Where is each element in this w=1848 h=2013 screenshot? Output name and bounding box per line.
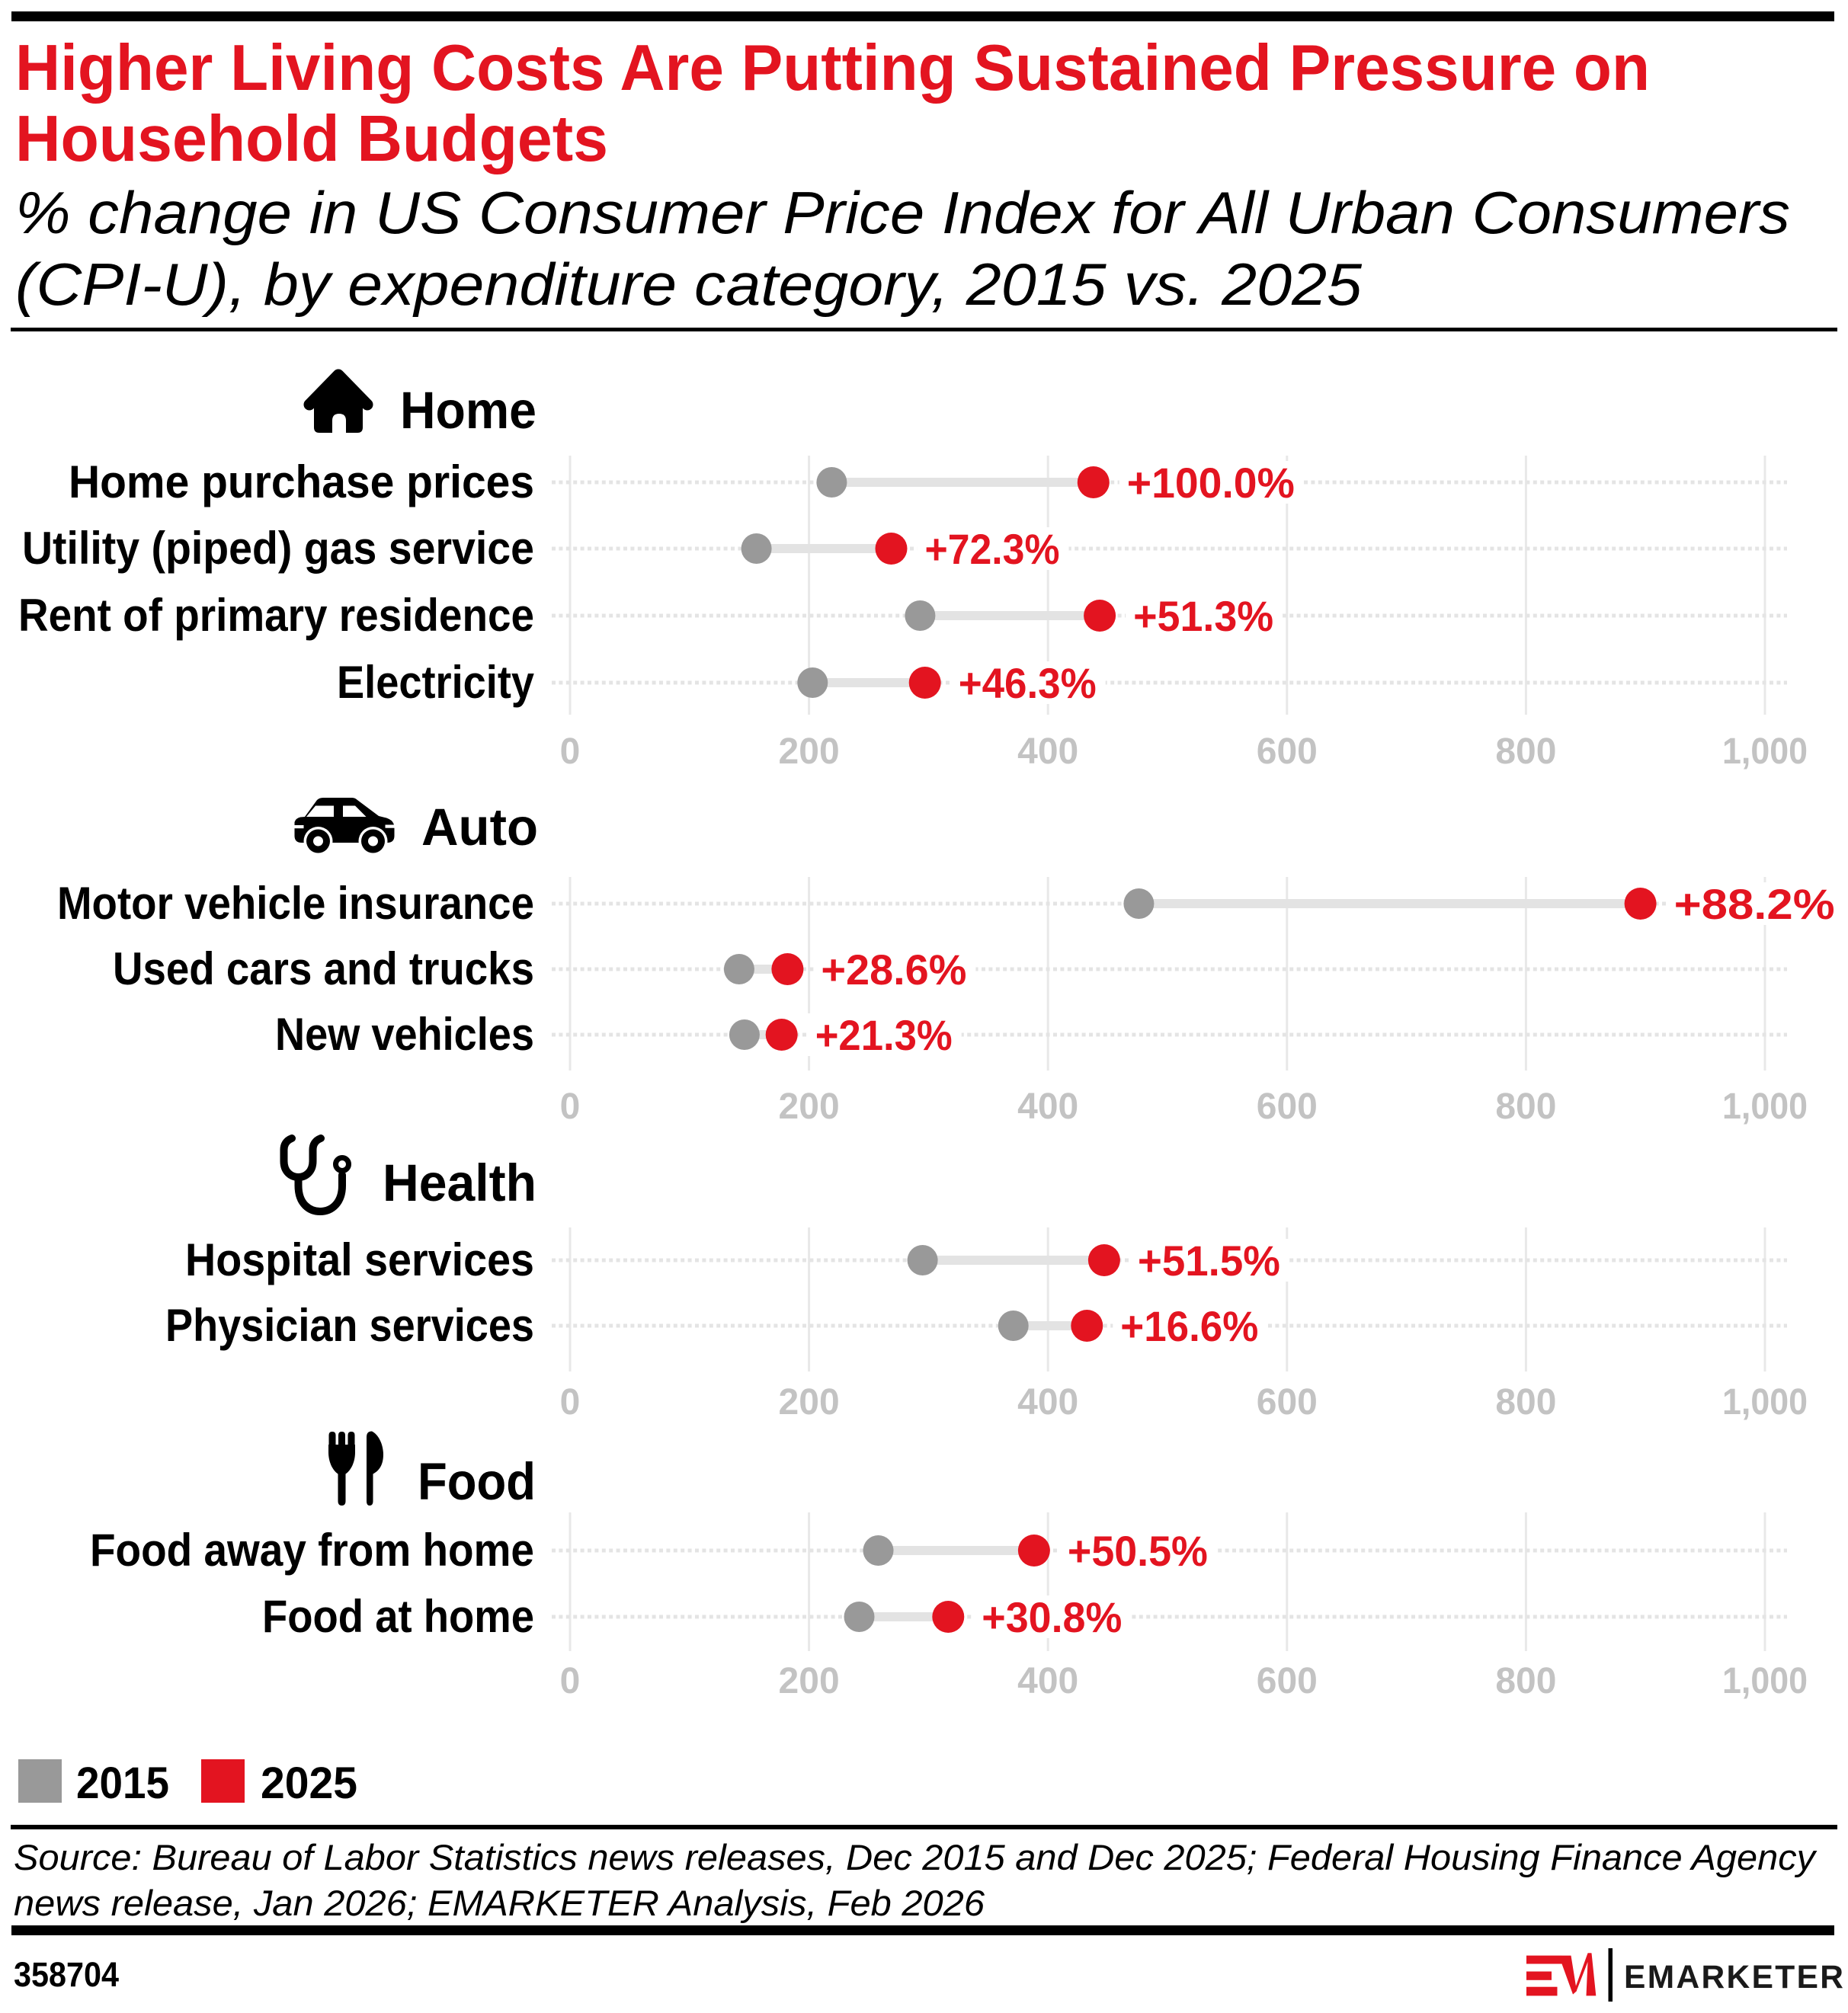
svg-text:200: 200 bbox=[779, 1087, 840, 1127]
svg-text:+72.3%: +72.3% bbox=[925, 525, 1060, 573]
svg-text:+51.5%: +51.5% bbox=[1138, 1237, 1280, 1285]
svg-text:+100.0%: +100.0% bbox=[1127, 459, 1295, 507]
svg-text:Electricity: Electricity bbox=[337, 657, 535, 708]
svg-text:New vehicles: New vehicles bbox=[275, 1009, 534, 1060]
svg-text:news release, Jan 2026; EMARKE: news release, Jan 2026; EMARKETER Analys… bbox=[14, 1883, 985, 1923]
svg-text:+28.6%: +28.6% bbox=[821, 946, 966, 994]
svg-text:200: 200 bbox=[779, 1661, 840, 1701]
svg-text:600: 600 bbox=[1257, 1087, 1318, 1127]
svg-text:600: 600 bbox=[1257, 731, 1318, 772]
svg-text:0: 0 bbox=[560, 731, 581, 772]
svg-text:Home: Home bbox=[400, 381, 536, 440]
svg-text:1,000: 1,000 bbox=[1722, 731, 1808, 772]
svg-text:800: 800 bbox=[1495, 1087, 1556, 1127]
svg-text:Food at home: Food at home bbox=[262, 1591, 534, 1642]
svg-text:200: 200 bbox=[779, 731, 840, 772]
svg-text:Motor vehicle insurance: Motor vehicle insurance bbox=[57, 878, 534, 929]
svg-text:Auto: Auto bbox=[421, 798, 538, 856]
svg-text:400: 400 bbox=[1017, 731, 1078, 772]
svg-text:1,000: 1,000 bbox=[1722, 1661, 1808, 1701]
svg-text:0: 0 bbox=[560, 1661, 581, 1701]
svg-text:2015: 2015 bbox=[76, 1759, 169, 1808]
svg-text:% change in US Consumer Price: % change in US Consumer Price Index for … bbox=[15, 179, 1790, 246]
svg-text:800: 800 bbox=[1495, 1661, 1556, 1701]
svg-text:Source: Bureau of Labor Statis: Source: Bureau of Labor Statistics news … bbox=[14, 1837, 1818, 1877]
svg-text:200: 200 bbox=[779, 1382, 840, 1423]
svg-text:Food: Food bbox=[418, 1452, 536, 1511]
svg-text:600: 600 bbox=[1257, 1661, 1318, 1701]
svg-text:800: 800 bbox=[1495, 731, 1556, 772]
svg-text:+51.3%: +51.3% bbox=[1133, 592, 1273, 640]
svg-text:Food away from home: Food away from home bbox=[90, 1525, 534, 1576]
svg-text:600: 600 bbox=[1257, 1382, 1318, 1423]
svg-text:1,000: 1,000 bbox=[1722, 1087, 1808, 1127]
svg-text:Home purchase prices: Home purchase prices bbox=[69, 456, 534, 507]
svg-text:Hospital services: Hospital services bbox=[185, 1234, 534, 1285]
svg-text:+16.6%: +16.6% bbox=[1120, 1302, 1258, 1350]
svg-text:Used cars and trucks: Used cars and trucks bbox=[113, 943, 534, 994]
svg-text:400: 400 bbox=[1017, 1661, 1078, 1701]
svg-text:Physician services: Physician services bbox=[165, 1300, 534, 1351]
svg-text:800: 800 bbox=[1495, 1382, 1556, 1423]
svg-text:400: 400 bbox=[1017, 1087, 1078, 1127]
svg-text:+46.3%: +46.3% bbox=[959, 659, 1097, 707]
svg-text:Higher Living Costs Are Puttin: Higher Living Costs Are Putting Sustaine… bbox=[15, 32, 1650, 104]
svg-text:EMARKETER: EMARKETER bbox=[1624, 1960, 1843, 1995]
svg-text:1,000: 1,000 bbox=[1722, 1382, 1808, 1423]
svg-text:+50.5%: +50.5% bbox=[1068, 1527, 1208, 1575]
svg-text:358704: 358704 bbox=[14, 1955, 119, 1994]
svg-text:0: 0 bbox=[560, 1382, 581, 1423]
svg-text:(CPI-U), by expenditure catego: (CPI-U), by expenditure category, 2015 v… bbox=[15, 251, 1363, 318]
svg-text:Health: Health bbox=[383, 1154, 536, 1212]
svg-text:Utility (piped) gas service: Utility (piped) gas service bbox=[22, 523, 534, 574]
svg-text:2025: 2025 bbox=[261, 1759, 357, 1808]
svg-text:Rent of primary residence: Rent of primary residence bbox=[18, 590, 534, 641]
svg-text:+21.3%: +21.3% bbox=[815, 1011, 953, 1059]
svg-text:+88.2%: +88.2% bbox=[1674, 880, 1835, 928]
svg-text:+30.8%: +30.8% bbox=[982, 1593, 1122, 1641]
svg-text:400: 400 bbox=[1017, 1382, 1078, 1423]
svg-text:Household Budgets: Household Budgets bbox=[15, 103, 608, 175]
svg-text:0: 0 bbox=[560, 1087, 581, 1127]
